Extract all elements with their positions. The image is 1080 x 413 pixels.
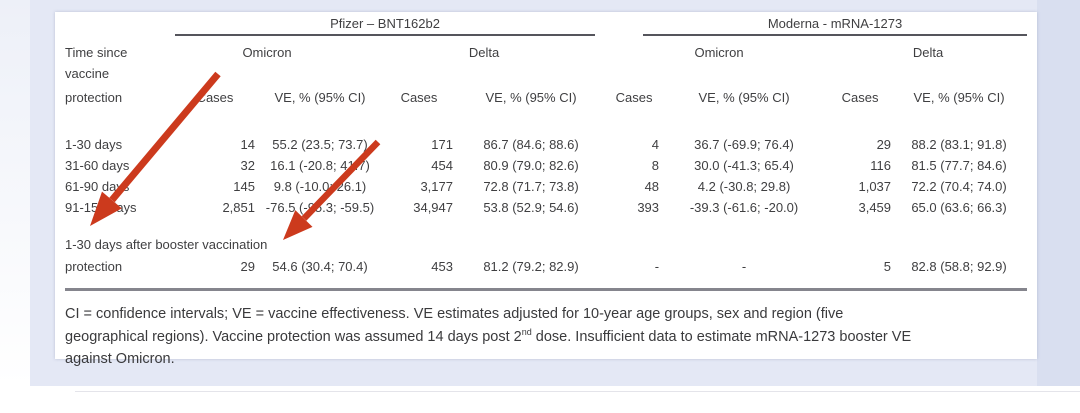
ve-cell: 88.2 (83.1; 91.8) [911, 137, 1007, 152]
row-label-cell: 91-150 days [65, 200, 137, 215]
cases-cell: 29 [240, 258, 255, 274]
moderna-group-underline: Moderna - mRNA-1273 [643, 16, 1027, 36]
variant-header-moderna-delta: Delta [912, 45, 944, 60]
cases-cell: 5 [883, 258, 892, 274]
cases-cell: 14 [240, 137, 255, 152]
ve-header-moderna-delta: VE, % (95% CI) [913, 90, 1005, 105]
data-rows: 1-30 days 14 55.2 (23.5; 73.7) 171 86.7 (84.… [65, 134, 1027, 218]
ve-cell: -76.5 (-95.3; -59.5) [265, 200, 375, 215]
variant-header-pfizer-omicron: Omicron [242, 45, 292, 60]
ve-cell: 82.8 (58.8; 92.9) [911, 258, 1007, 274]
cases-cell: 34,947 [413, 200, 453, 215]
cases-header-pfizer-omicron: Cases [196, 90, 234, 105]
cases-cell: - [654, 258, 660, 274]
pfizer-group-underline: Pfizer – BNT162b2 [175, 16, 596, 36]
ve-cell: - [741, 258, 747, 274]
cases-cell: 171 [431, 137, 453, 152]
cases-cell: 453 [431, 258, 453, 274]
row-header-line-2: vaccine [65, 66, 110, 81]
ve-cell: 16.1 (-20.8; 41.7) [270, 158, 370, 173]
row-header-line-2-row: vaccine [65, 63, 1027, 81]
table-footnote: CI = confidence intervals; VE = vaccine … [65, 291, 1027, 371]
ve-cell: -39.3 (-61.6; -20.0) [689, 200, 799, 215]
ve-cell: 72.8 (71.7; 73.8) [483, 179, 579, 194]
cases-cell: 145 [233, 179, 255, 194]
ve-cell: 30.0 (-41.3; 65.4) [694, 158, 794, 173]
pfizer-group-label: Pfizer – BNT162b2 [330, 16, 440, 31]
row-label-cell: 1-30 days [65, 137, 123, 152]
column-header-row: protection Cases VE, % (95% CI) Cases VE… [65, 81, 1027, 108]
cases-cell: 4 [651, 137, 660, 152]
cases-cell: 116 [870, 158, 892, 173]
ve-cell: 72.2 (70.4; 74.0) [911, 179, 1007, 194]
cases-cell: 48 [644, 179, 660, 194]
row-header-line-3: protection [65, 90, 123, 105]
cases-cell: 8 [651, 158, 660, 173]
cases-cell: 1,037 [858, 179, 892, 194]
cases-cell: 3,459 [858, 200, 892, 215]
moderna-group-label: Moderna - mRNA-1273 [767, 16, 903, 31]
ve-cell: 53.8 (52.9; 54.6) [483, 200, 579, 215]
variant-header-pfizer-delta: Delta [468, 45, 500, 60]
ve-cell: 36.7 (-69.9; 76.4) [694, 137, 794, 152]
ve-cell: 81.5 (77.7; 84.6) [911, 158, 1007, 173]
cases-header-moderna-omicron: Cases [615, 90, 653, 105]
table-row: 1-30 days 14 55.2 (23.5; 73.7) 171 86.7 (84.… [65, 134, 1027, 155]
cases-cell: 32 [240, 158, 255, 173]
row-label-cell: 61-90 days [65, 179, 130, 194]
ve-header-pfizer-omicron: VE, % (95% CI) [274, 90, 366, 105]
ve-cell: 86.7 (84.6; 88.6) [483, 137, 579, 152]
table-row: 91-150 days 2,851 -76.5 (-95.3; -59.5) 34,9… [65, 197, 1027, 218]
empty-corner-cell [65, 12, 175, 36]
table-panel: Pfizer – BNT162b2 Moderna - mRNA-1273 Ti… [55, 12, 1037, 367]
ve-header-moderna-omicron: VE, % (95% CI) [698, 90, 790, 105]
table-area: Pfizer – BNT162b2 Moderna - mRNA-1273 Ti… [65, 12, 1027, 291]
left-edge-strip [0, 0, 30, 386]
bottom-divider-line [75, 391, 1080, 392]
cases-cell: 393 [637, 200, 660, 215]
footnote-line-3: against Omicron. [65, 351, 175, 367]
table-row: 31-60 days 32 16.1 (-20.8; 41.7) 454 80.9 (7… [65, 155, 1027, 176]
right-edge-strip [1037, 0, 1080, 386]
header-body-spacer [65, 108, 1027, 134]
moderna-group-header: Moderna - mRNA-1273 [609, 12, 1027, 36]
ve-cell: 81.2 (79.2; 82.9) [483, 258, 579, 274]
ve-cell: 55.2 (23.5; 73.7) [272, 137, 368, 152]
ve-cell: 65.0 (63.6; 66.3) [911, 200, 1007, 215]
cases-cell: 29 [876, 137, 892, 152]
cases-cell: 2,851 [222, 200, 255, 215]
superscript-nd: nd [521, 326, 532, 337]
vaccine-group-header-row: Pfizer – BNT162b2 Moderna - mRNA-1273 [65, 12, 1027, 36]
footnote-line-2: geographical regions). Vaccine protectio… [65, 326, 912, 345]
booster-section-label-row: 1-30 days after booster vaccination [65, 234, 1027, 255]
cases-cell: 454 [431, 158, 453, 173]
ve-cell: 80.9 (79.0; 82.6) [483, 158, 579, 173]
table-row: 61-90 days 145 9.8 (-10.0; 26.1) 3,177 72.8 … [65, 176, 1027, 197]
ve-cell: 4.2 (-30.8; 29.8) [697, 179, 791, 194]
vaccine-effectiveness-table: Pfizer – BNT162b2 Moderna - mRNA-1273 Ti… [65, 12, 1027, 277]
row-label-cell: 31-60 days [65, 158, 130, 173]
cases-header-pfizer-delta: Cases [400, 90, 438, 105]
booster-section-label: 1-30 days after booster vaccination [65, 237, 268, 252]
ve-cell: 54.6 (30.4; 70.4) [272, 258, 368, 274]
pfizer-group-header: Pfizer – BNT162b2 [175, 12, 609, 36]
variant-header-row: Time since Omicron Delta Omicron Delta [65, 36, 1027, 63]
footnote-line-1: CI = confidence intervals; VE = vaccine … [65, 306, 844, 322]
cases-cell: 3,177 [420, 179, 453, 194]
row-header-line-1: Time since [65, 45, 128, 60]
ve-cell: 9.8 (-10.0; 26.1) [273, 179, 367, 194]
booster-data-row: protection 29 54.6 (30.4; 70.4) 453 81.2… [65, 255, 1027, 277]
variant-header-moderna-omicron: Omicron [694, 45, 744, 60]
booster-section-gap [65, 218, 1027, 234]
ve-header-pfizer-delta: VE, % (95% CI) [485, 90, 577, 105]
cases-header-moderna-delta: Cases [841, 90, 879, 105]
booster-row-label: protection [65, 258, 123, 274]
